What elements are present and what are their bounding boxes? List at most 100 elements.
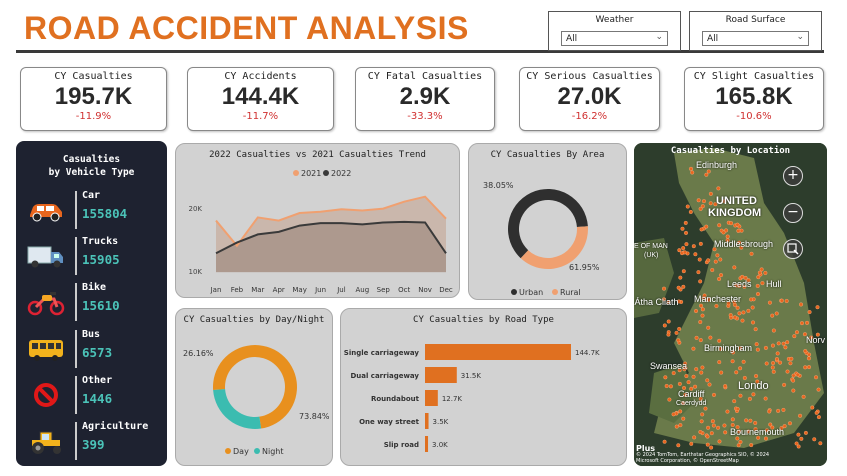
- map-point: [748, 418, 753, 423]
- map-point: [699, 370, 704, 375]
- map-point: [681, 269, 686, 274]
- map-point: [768, 422, 773, 427]
- map-title: Casualties by Location: [670, 146, 791, 156]
- map-point: [741, 359, 746, 364]
- vehicle-type-panel: Casualties by Vehicle Type Car 155804 Tr…: [16, 141, 167, 466]
- kpi-value: 27.0K: [557, 83, 622, 110]
- map-point: [715, 253, 720, 258]
- weather-dropdown[interactable]: All ⌄: [561, 31, 668, 46]
- road-surface-dropdown[interactable]: All ⌄: [702, 31, 809, 46]
- map-label-edinburgh: Edinburgh: [696, 160, 738, 170]
- map-point: [760, 281, 765, 286]
- kpi-card-accidents: CY Accidents 144.4K -11.7%: [187, 67, 334, 131]
- map-point: [751, 392, 756, 397]
- map-point: [755, 292, 760, 297]
- map-credit-line2[interactable]: Microsoft Corporation, © OpenStreetMap: [636, 458, 739, 464]
- map-point: [763, 396, 768, 401]
- select-area-button[interactable]: [783, 239, 803, 259]
- map-point: [736, 228, 741, 233]
- legend-label-2021: 2021: [301, 169, 321, 178]
- map-point: [698, 430, 703, 435]
- map-point: [710, 419, 715, 424]
- map-point: [791, 378, 796, 383]
- map-point: [774, 357, 779, 362]
- vehicle-name: Agriculture: [82, 421, 149, 432]
- map-point: [796, 444, 801, 449]
- map-point: [791, 373, 796, 378]
- road-type-bar-chart: Single carriageway 144.7K Dual carriageway…: [344, 344, 600, 452]
- map-point: [713, 202, 718, 207]
- map-point: [682, 386, 687, 391]
- vehicle-name: Bike: [82, 282, 107, 293]
- vehicle-value: 6573: [82, 345, 113, 360]
- map-point: [706, 425, 711, 430]
- map-point: [755, 379, 760, 384]
- kpi-value: 165.8K: [715, 83, 793, 110]
- kpi-change: -10.6%: [736, 111, 772, 122]
- map-point: [666, 319, 671, 324]
- chevron-down-icon[interactable]: ⌄: [655, 32, 663, 42]
- map-point: [742, 284, 747, 289]
- chevron-down-icon[interactable]: ⌄: [796, 32, 804, 42]
- map-point: [683, 392, 688, 397]
- x-tick-label: Apr: [273, 286, 285, 294]
- map-point: [671, 371, 676, 376]
- zoom-in-button[interactable]: +: [783, 166, 803, 186]
- day-night-chart-title: CY Casualties by Day/Night: [183, 315, 325, 325]
- page-title: ROAD ACCIDENT ANALYSIS: [24, 10, 469, 46]
- map-point: [668, 384, 673, 389]
- map-point: [706, 325, 711, 330]
- map-point: [722, 199, 727, 204]
- road-type-bar: [425, 390, 438, 406]
- vehicle-panel-title-line2: by Vehicle Type: [48, 167, 135, 178]
- donut-slice-night: [213, 389, 262, 429]
- map-point: [749, 297, 754, 302]
- vehicle-row-other: Other 1446: [16, 374, 167, 416]
- map-point: [713, 259, 718, 264]
- map-point: [755, 347, 760, 352]
- weather-slicer[interactable]: Weather All ⌄: [548, 11, 681, 51]
- legend-label-night: Night: [262, 447, 284, 456]
- road-type-bar: [425, 344, 571, 360]
- casualties-location-map[interactable]: Casualties by Location Edinburgh UNITED …: [634, 143, 827, 466]
- map-point: [805, 320, 810, 325]
- map-point: [803, 430, 808, 435]
- map-point: [689, 441, 694, 446]
- map-point: [699, 227, 704, 232]
- map-point: [785, 369, 790, 374]
- legend-swatch-night: [254, 448, 260, 454]
- day-night-label-day-pct: 73.84%: [299, 412, 330, 421]
- map-point: [778, 360, 783, 365]
- map-point: [678, 275, 683, 280]
- tractor-icon: [32, 431, 61, 454]
- map-label-cardiff: Cardiff: [678, 389, 705, 399]
- map-point: [770, 343, 775, 348]
- map-point: [810, 405, 815, 410]
- legend-label-urban: Urban: [519, 288, 543, 297]
- vehicle-value: 399: [82, 437, 105, 452]
- map-point: [815, 305, 820, 310]
- day-night-donut-chart: 26.16% 73.84% Day Night: [183, 345, 330, 456]
- map-point: [738, 366, 743, 371]
- road-surface-slicer[interactable]: Road Surface All ⌄: [689, 11, 822, 51]
- map-point: [753, 427, 758, 432]
- kpi-label: CY Slight Casualties: [693, 71, 815, 82]
- map-point: [692, 435, 697, 440]
- map-point: [719, 370, 724, 375]
- map-point: [717, 338, 722, 343]
- zoom-out-button[interactable]: −: [783, 203, 803, 223]
- map-point: [698, 241, 703, 246]
- map-point: [716, 186, 721, 191]
- map-point: [775, 351, 780, 356]
- kpi-value: 144.4K: [221, 83, 300, 110]
- map-point: [662, 286, 667, 291]
- map-point: [666, 332, 671, 337]
- map-point: [711, 423, 716, 428]
- map-point: [707, 382, 712, 387]
- map-point: [698, 338, 703, 343]
- map-point: [770, 425, 775, 430]
- map-point: [694, 335, 699, 340]
- x-tick-label: Aug: [356, 286, 370, 294]
- kpi-card-serious: CY Serious Casualties 27.0K -16.2%: [519, 67, 660, 131]
- area-2022: [216, 221, 446, 273]
